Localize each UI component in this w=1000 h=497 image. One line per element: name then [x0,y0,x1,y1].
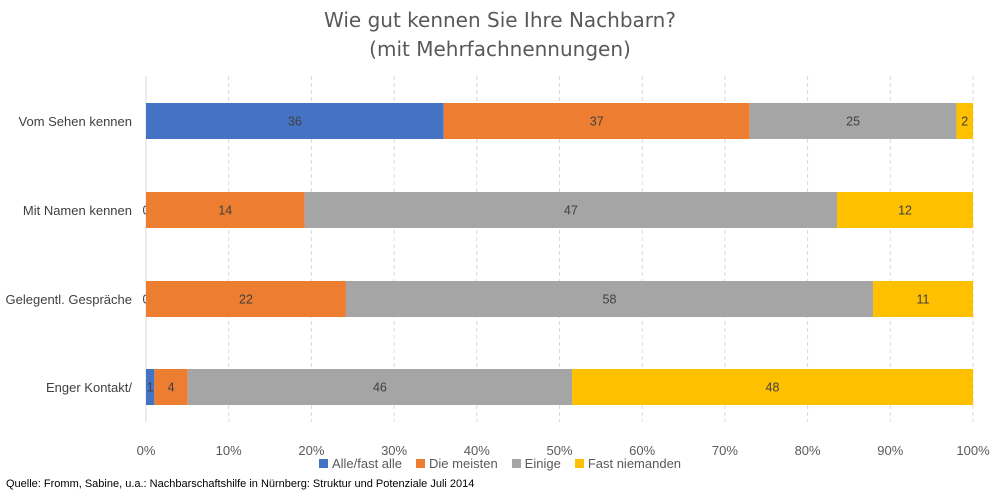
legend: Alle/fast alle Die meisten Einige Fast niem… [0,456,1000,471]
data-label: 58 [603,293,617,307]
category-label: Mit Namen kennen [23,203,132,218]
bar-segment [837,192,973,228]
data-label: 36 [288,115,302,129]
source-note: Quelle: Fromm, Sabine, u.a.: Nachbarscha… [6,478,475,490]
x-tick-label: 0% [137,443,156,458]
legend-item: Fast niemanden [574,456,682,471]
data-label: 37 [590,115,604,129]
legend-label: Fast niemanden [587,456,682,471]
data-label: 25 [846,115,860,129]
data-label: 46 [373,381,387,395]
x-tick-label: 70% [712,443,738,458]
data-label: 4 [168,381,175,395]
category-label: Gelegentl. Gespräche [6,292,132,307]
x-tick-labels: 0% 10% 20% 30% 40% 50% 60% 70% 80% 90% 100% [137,443,990,458]
bar-segment [146,103,444,139]
legend-label: Einige [524,456,561,471]
legend-swatch [416,459,426,468]
bar-segment [146,369,155,405]
legend-item: Einige [511,456,561,471]
chart-title: Wie gut kennen Sie Ihre Nachbarn? [324,8,676,32]
legend-label: Alle/fast alle [331,456,403,471]
data-label: 48 [766,381,780,395]
data-label: 12 [898,204,912,218]
x-tick-label: 10% [216,443,242,458]
x-tick-label: 40% [464,443,490,458]
legend-swatch [318,459,328,468]
bar-segment [187,369,573,405]
bars: 363725201447120225811144648 [143,103,973,405]
data-label: 47 [564,204,578,218]
legend-item: Alle/fast alle [318,456,403,471]
chart-subtitle: (mit Mehrfachnennungen) [369,37,631,61]
bar-segment [146,281,346,317]
x-tick-label: 100% [956,443,990,458]
data-label: 11 [917,293,930,307]
x-tick-label: 50% [546,443,572,458]
data-label: 14 [218,204,232,218]
bar-segment [956,103,973,139]
bar-segment [572,369,973,405]
bar-segment [749,103,957,139]
bar-segment [873,281,973,317]
bar-segment [154,369,188,405]
legend-swatch [511,459,521,468]
data-label: 2 [961,115,968,129]
bar-segment [304,192,838,228]
category-label: Enger Kontakt/ [46,380,132,395]
legend-label: Die meisten [429,456,498,471]
legend-swatch [574,459,584,468]
data-label: 1 [147,381,154,395]
bar-segment [345,281,874,317]
bar-segment [146,192,305,228]
x-tick-label: 20% [298,443,324,458]
category-label: Vom Sehen kennen [19,114,132,129]
legend-item: Die meisten [416,456,498,471]
x-tick-label: 80% [795,443,821,458]
x-tick-label: 60% [629,443,655,458]
data-label: 22 [239,293,253,307]
bar-segment [443,103,750,139]
x-tick-label: 90% [877,443,903,458]
x-tick-label: 30% [381,443,407,458]
category-labels: Vom Sehen kennen Mit Namen kennen Gelegent… [6,114,133,395]
